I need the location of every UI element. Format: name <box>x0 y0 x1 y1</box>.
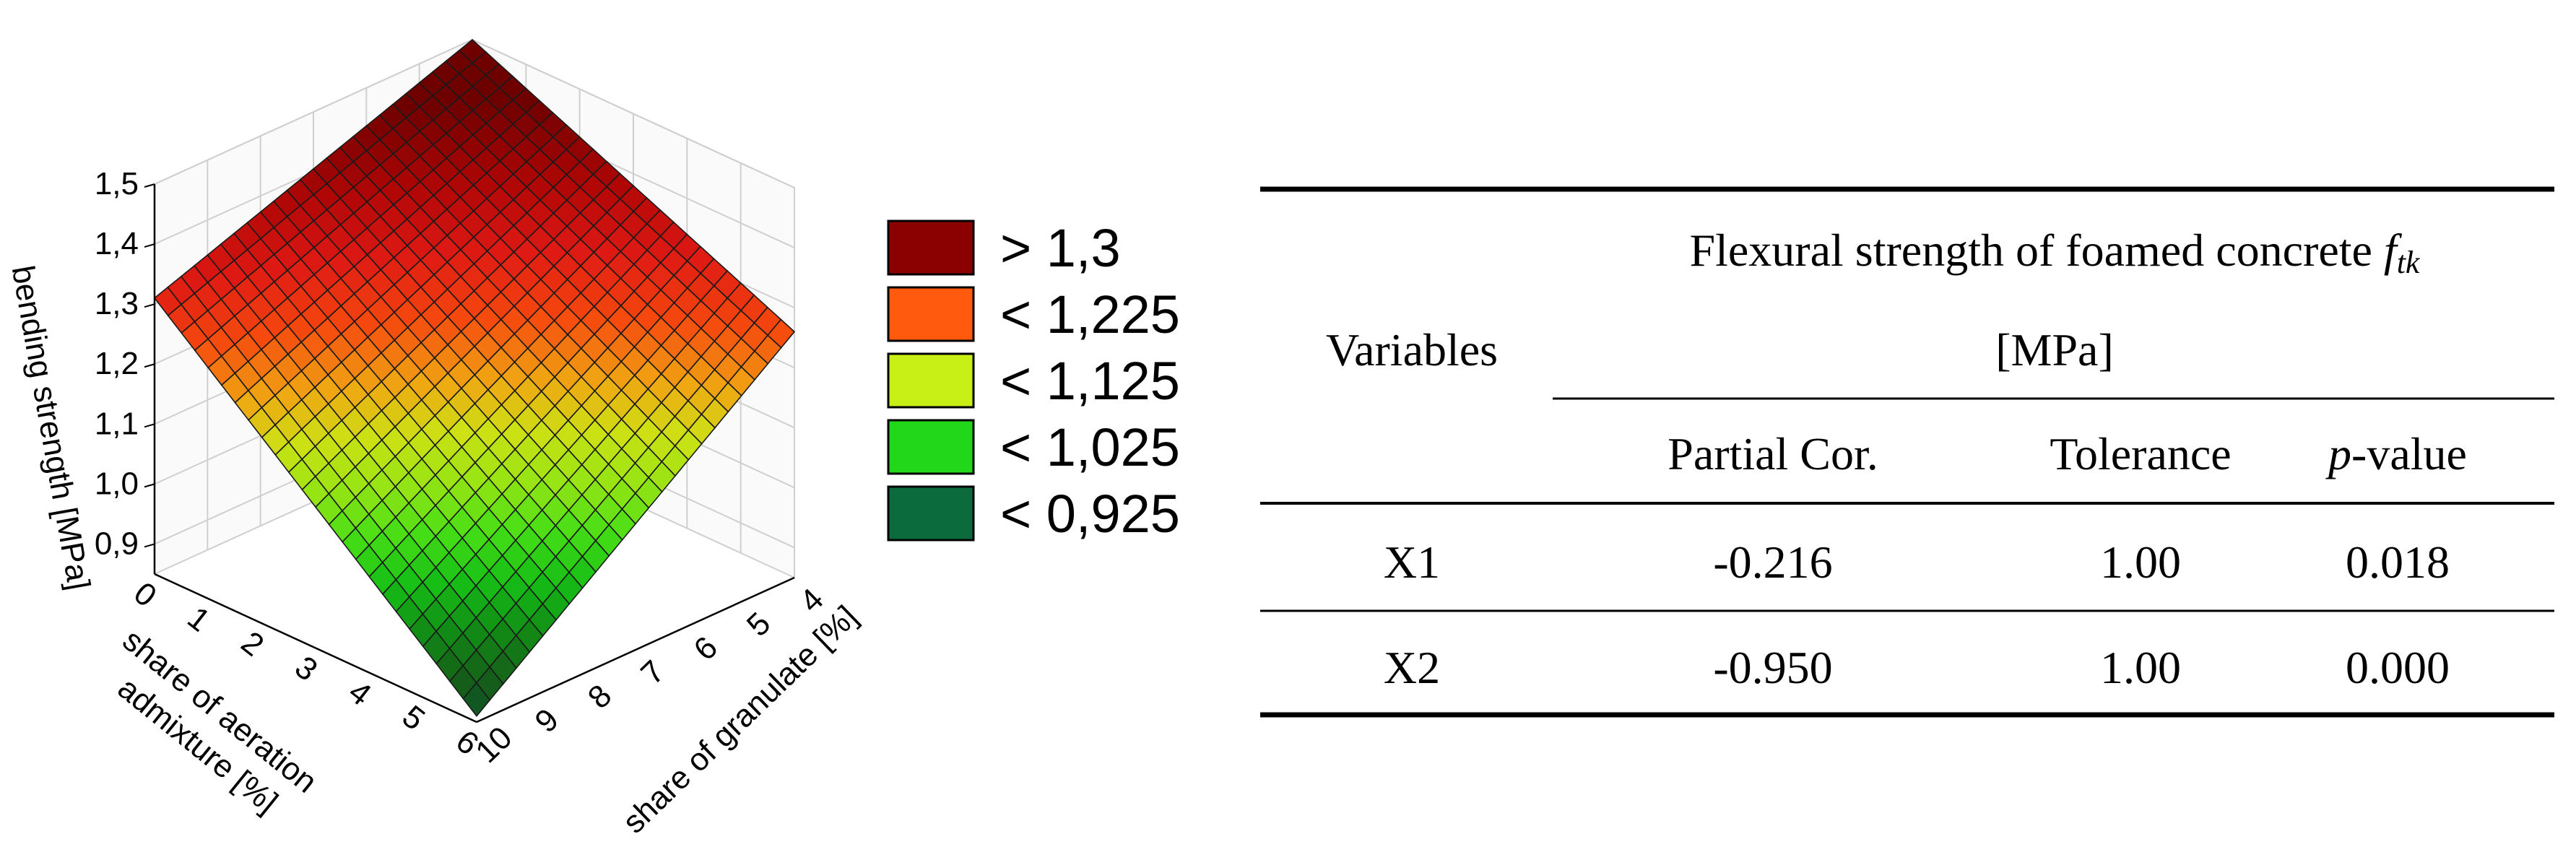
z-tick-mark <box>144 243 155 248</box>
z-axis-label: bending strength [MPa] <box>5 263 97 593</box>
z-tick-label: 1,4 <box>95 226 139 261</box>
table-cell-tolerance: 1.00 <box>2100 642 2181 693</box>
y-tick-label: 7 <box>634 653 672 691</box>
z-tick-mark <box>144 363 155 368</box>
legend-label: < 0,925 <box>1000 484 1180 544</box>
z-tick-mark <box>144 423 155 428</box>
table-cell-partial-cor: -0.950 <box>1713 642 1832 693</box>
y-tick-label: 9 <box>528 702 565 739</box>
z-tick-mark <box>144 543 155 548</box>
x-axis-label: share of aeration admixture [%] <box>90 622 330 837</box>
table-group-title: Flexural strength of foamed concrete ftk <box>1690 225 2421 280</box>
table-row: X2 -0.950 1.00 0.000 <box>1384 642 2450 693</box>
legend-swatch <box>887 352 975 409</box>
legend-swatch <box>887 219 975 276</box>
legend-swatch <box>887 485 975 542</box>
table-cell-tolerance: 1.00 <box>2100 536 2181 588</box>
y-axis-label: share of granulate [%] <box>616 599 864 840</box>
legend-label: < 1,025 <box>1000 417 1180 477</box>
z-tick-mark <box>144 483 155 488</box>
legend-label: < 1,225 <box>1000 284 1180 344</box>
table-row: X1 -0.216 1.00 0.018 <box>1384 536 2450 588</box>
x-tick-label: 5 <box>396 699 431 738</box>
legend-swatch <box>887 419 975 475</box>
axis-edge <box>476 576 795 723</box>
y-tick-label: 6 <box>687 630 724 667</box>
table-group-unit: [MPa] <box>1995 324 2114 375</box>
legend-swatch <box>887 286 975 342</box>
legend-label: > 1,3 <box>1000 218 1121 278</box>
legend: > 1,3< 1,225 < 1,125< 1,025 < 0,925 <box>887 218 1180 544</box>
x-tick-label: 3 <box>288 649 324 688</box>
legend-label: < 1,125 <box>1000 351 1180 411</box>
z-tick-label: 0,9 <box>95 526 139 561</box>
z-tick-label: 1,2 <box>95 346 139 381</box>
table-column-partial-cor: Partial Cor. <box>1668 428 1878 479</box>
z-tick-label: 1,5 <box>95 166 139 201</box>
axis-box <box>153 184 795 723</box>
surface-cell <box>462 682 491 717</box>
table-cell-p-value: 0.018 <box>2346 536 2450 588</box>
table-column-p-value: p-value <box>2325 428 2467 479</box>
y-tick-label: 5 <box>740 606 778 643</box>
table-variables-header: Variables <box>1326 324 1498 375</box>
table-group-title-subscript: tk <box>2397 245 2421 280</box>
axis-edge <box>154 573 477 723</box>
x-tick-label: 4 <box>342 674 378 713</box>
p-value-suffix: -value <box>2351 428 2467 479</box>
table-cell-variable: X1 <box>1384 536 1440 588</box>
table-cell-variable: X2 <box>1384 642 1440 693</box>
z-tick-label: 1,0 <box>95 466 139 501</box>
surface-mesh <box>153 38 796 717</box>
x-tick-label: 2 <box>235 625 270 664</box>
table-column-tolerance: Tolerance <box>2050 428 2231 479</box>
z-tick-mark <box>144 183 155 188</box>
z-tick-labels: 0,9 1,0 1,1 1,2 1,3 1,4 1,5 <box>95 166 155 561</box>
z-tick-label: 1,1 <box>95 406 139 441</box>
p-value-italic-p: p <box>2325 428 2351 479</box>
stats-table: Variables Flexural strength of foamed co… <box>1260 186 2554 718</box>
table-cell-p-value: 0.000 <box>2346 642 2450 693</box>
table-group-title-text: Flexural strength of foamed concrete <box>1690 225 2384 276</box>
z-tick-mark <box>144 303 155 308</box>
x-tick-label: 1 <box>181 600 217 639</box>
y-tick-label: 8 <box>581 678 619 716</box>
z-tick-label: 1,3 <box>95 286 139 321</box>
x-tick-label: 0 <box>127 575 162 614</box>
table-cell-partial-cor: -0.216 <box>1713 536 1832 588</box>
